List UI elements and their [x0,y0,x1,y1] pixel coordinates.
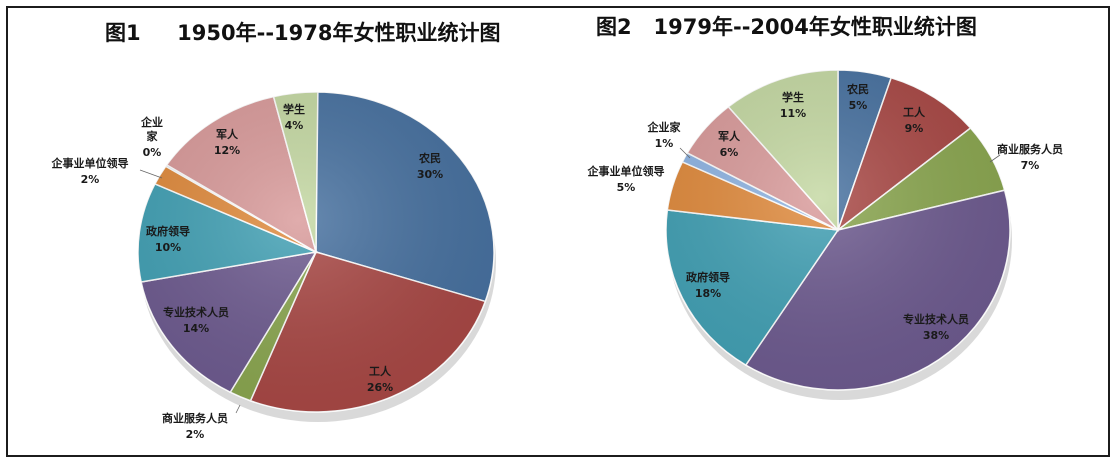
slice-name: 商业服务人员 [162,411,228,425]
slice-percent: 38% [923,329,949,342]
slice-percent: 5% [849,99,868,112]
leader-line [989,154,1001,163]
slice-percent: 9% [905,122,924,135]
slice-name: 企事业单位领导 [587,164,665,178]
slice-label-2-2: 商业服务人员 7% [997,142,1063,172]
slice-percent: 2% [186,428,205,441]
slice-label-1-6: 企业家 0% [140,115,163,159]
slice-label-2-6: 企业家 1% [647,120,682,150]
slice-name: 军人 [718,129,741,143]
slice-name: 专业技术人员 [163,305,229,319]
slice-label-1-2: 商业服务人员 2% [162,411,228,441]
slice-name: 企业家 [647,120,682,134]
slice-label-2-1: 工人 9% [903,105,926,135]
slice-name: 政府领导 [146,224,190,238]
chart-2-pie: 农民 5% 工人 9% 商业服务人员 7% 专业技术人员 38% 政府领导 18% 企事业单位领导 5… [587,69,1063,400]
slice-label-2-5: 企事业单位领导 5% [587,164,665,194]
leader-line [679,147,691,159]
slice-label-1-7: 军人 12% [214,127,240,157]
slice-name: 农民 [418,151,441,165]
leader-line [139,169,163,179]
chart-2-title: 图2 1979年--2004年女性职业统计图 [596,15,977,39]
slice-name: 军人 [216,127,239,141]
slice-name: 企事业单位领导 [51,156,129,170]
slice-label-1-5: 企事业单位领导 2% [51,156,129,186]
slice-name: 家 [147,129,159,143]
slice-label-2-3: 专业技术人员 38% [903,312,969,342]
slice-name: 工人 [903,105,926,119]
slice-name: 专业技术人员 [903,312,969,326]
slice-name: 企业 [140,115,163,129]
slice-percent: 7% [1021,159,1040,172]
slice-percent: 4% [285,119,304,132]
slice-label-1-1: 工人 26% [367,364,393,394]
slice-label-1-8: 学生 4% [283,102,305,132]
slice-label-1-4: 政府领导 10% [146,224,190,254]
chart-1-pie: 农民 30% 工人 26% 商业服务人员 2% 专业技术人员 14% 政府领导 10% 企事业单位领… [51,91,496,441]
slice-percent: 18% [695,287,721,300]
slice-percent: 5% [617,181,636,194]
slice-label-1-3: 专业技术人员 14% [163,305,229,335]
slice-percent: 26% [367,381,393,394]
slice-percent: 11% [780,107,806,120]
slice-name: 政府领导 [686,270,730,284]
chart-1-title: 图1 1950年--1978年女性职业统计图 [105,21,501,45]
slice-percent: 0% [143,146,162,159]
slice-label-2-8: 学生 11% [780,90,806,120]
slice-percent: 6% [720,146,739,159]
slice-percent: 12% [214,144,240,157]
slice-percent: 10% [155,241,181,254]
slice-label-2-4: 政府领导 18% [686,270,730,300]
slice-name: 工人 [369,364,392,378]
slice-name: 商业服务人员 [997,142,1063,156]
slice-name: 农民 [846,82,869,96]
slice-label-2-0: 农民 5% [846,82,869,112]
slice-percent: 30% [417,168,443,181]
slice-percent: 1% [655,137,674,150]
slice-name: 学生 [283,102,305,116]
slice-percent: 2% [81,173,100,186]
slice-label-1-0: 农民 30% [417,151,443,181]
slice-name: 学生 [782,90,804,104]
slice-label-2-7: 军人 6% [718,129,741,159]
leader-line [235,404,241,414]
slice-percent: 14% [183,322,209,335]
